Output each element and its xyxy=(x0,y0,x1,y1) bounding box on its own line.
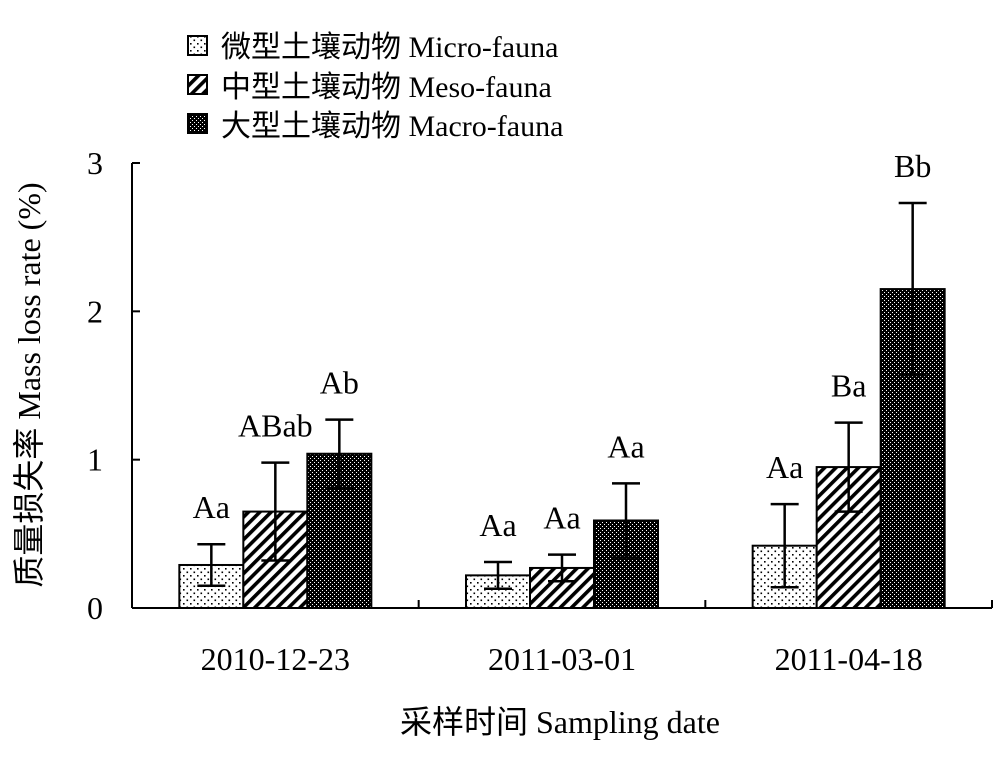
sig-label-macro-0: Ab xyxy=(320,365,359,401)
sig-label-meso-2: Ba xyxy=(831,368,867,404)
x-axis-label: 采样时间 Sampling date xyxy=(400,704,720,740)
legend-swatch-micro xyxy=(187,35,208,56)
legend-swatch-meso xyxy=(187,74,208,95)
y-tick-label-2: 2 xyxy=(87,293,103,329)
x-tick-label-2: 2011-04-18 xyxy=(775,641,923,677)
y-axis-label: 质量损失率 Mass loss rate (%) xyxy=(11,182,47,587)
legend-item-micro: 微型土壤动物 Micro-fauna xyxy=(187,31,558,64)
sig-label-meso-0: ABab xyxy=(238,408,313,444)
sig-label-macro-2: Bb xyxy=(894,148,931,184)
legend-label-meso: 中型土壤动物 Meso-fauna xyxy=(221,71,552,104)
x-tick-label-0: 2010-12-23 xyxy=(201,641,350,677)
legend: 微型土壤动物 Micro-fauna 中型土壤动物 Meso-fauna 大型土… xyxy=(187,31,563,143)
y-tick-label-0: 0 xyxy=(87,590,103,626)
legend-label-micro: 微型土壤动物 Micro-fauna xyxy=(221,31,558,64)
y-axis: 0 1 2 3 质量损失率 Mass loss rate (%) xyxy=(11,145,140,626)
sig-label-micro-1: Aa xyxy=(479,507,516,543)
sig-label-micro-0: Aa xyxy=(193,489,230,525)
y-ticks: 0 1 2 3 xyxy=(87,145,140,626)
legend-label-macro: 大型土壤动物 Macro-fauna xyxy=(221,110,563,143)
y-tick-label-1: 1 xyxy=(87,442,103,478)
legend-item-macro: 大型土壤动物 Macro-fauna xyxy=(187,110,563,143)
sig-label-meso-1: Aa xyxy=(543,500,580,536)
x-axis: 2010-12-23 2011-03-01 2011-04-18 采样时间 Samp… xyxy=(132,600,993,740)
x-tick-label-1: 2011-03-01 xyxy=(488,641,636,677)
legend-item-meso: 中型土壤动物 Meso-fauna xyxy=(187,71,552,104)
y-tick-label-3: 3 xyxy=(87,145,103,181)
x-ticks: 2010-12-23 2011-03-01 2011-04-18 xyxy=(201,600,993,677)
sig-label-micro-2: Aa xyxy=(766,449,803,485)
sig-label-macro-1: Aa xyxy=(607,428,644,464)
legend-swatch-macro xyxy=(187,113,208,134)
